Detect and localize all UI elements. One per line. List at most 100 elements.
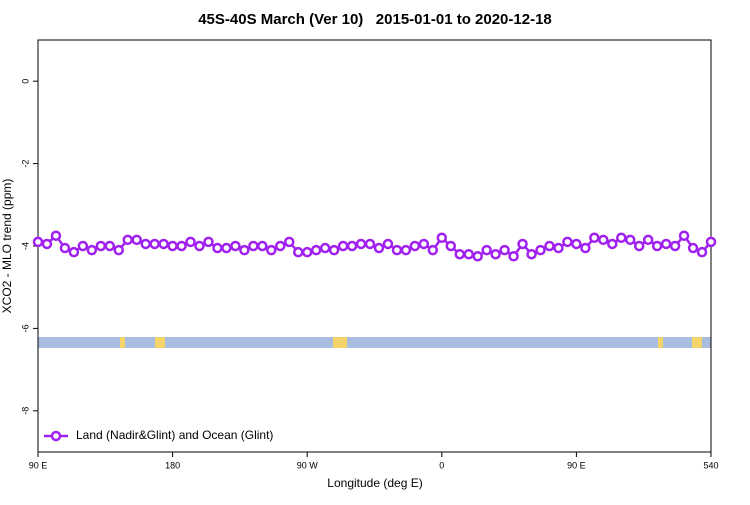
data-point <box>472 251 483 262</box>
data-point <box>382 238 394 250</box>
data-point <box>239 244 250 256</box>
legend-marker <box>50 430 62 442</box>
data-point <box>651 240 663 252</box>
data-point <box>131 234 142 246</box>
y-tick-label: -8 <box>20 407 30 415</box>
data-point <box>292 246 304 258</box>
land-patch <box>120 337 125 348</box>
data-point <box>463 248 474 260</box>
data-point <box>328 244 340 256</box>
data-point <box>553 242 564 254</box>
data-point <box>140 238 151 250</box>
x-tick-label: 540 <box>703 460 718 470</box>
data-point <box>642 234 654 246</box>
y-axis-label: XCO2 - MLO trend (ppm) <box>0 179 14 314</box>
data-point <box>266 244 277 256</box>
data-point <box>705 236 717 248</box>
data-point <box>526 248 537 260</box>
data-point <box>95 240 107 252</box>
data-point <box>185 236 196 248</box>
data-point <box>687 242 699 254</box>
data-point <box>68 246 80 258</box>
data-point <box>194 240 205 252</box>
data-point <box>616 232 627 244</box>
data-point <box>212 242 223 254</box>
data-point <box>104 240 116 252</box>
data-point <box>203 236 214 248</box>
data-point <box>149 238 160 250</box>
data-point <box>571 238 582 250</box>
data-point <box>373 242 385 254</box>
data-point <box>580 242 591 254</box>
data-point <box>122 234 133 246</box>
data-point <box>445 240 457 252</box>
data-point <box>589 232 600 244</box>
data-point <box>50 230 62 241</box>
data-point <box>319 242 331 254</box>
data-point <box>454 248 465 260</box>
data-point <box>275 240 286 252</box>
land-patch <box>333 337 347 348</box>
ocean-strip <box>38 337 711 348</box>
data-point <box>490 248 501 260</box>
data-point <box>544 240 555 252</box>
data-point <box>32 236 44 248</box>
data-point <box>221 242 232 254</box>
data-point <box>517 238 528 250</box>
data-point <box>508 251 519 262</box>
data-point <box>310 244 322 256</box>
data-point <box>669 240 681 252</box>
data-point <box>248 240 259 252</box>
data-point <box>624 234 636 246</box>
data-point <box>436 232 448 244</box>
data-point <box>562 236 573 248</box>
y-tick-label: -2 <box>20 160 30 168</box>
data-point <box>230 240 241 252</box>
data-point <box>499 244 510 256</box>
data-point <box>346 240 358 252</box>
land-patch <box>155 337 165 348</box>
y-tick-label: 0 <box>20 79 30 84</box>
x-axis-label: Longitude (deg E) <box>327 476 422 490</box>
land-patch <box>692 337 702 348</box>
x-tick-label: 90 E <box>567 460 586 470</box>
x-tick-label: 0 <box>439 460 444 470</box>
data-point <box>427 244 439 256</box>
legend-label: Land (Nadir&Glint) and Ocean (Glint) <box>76 428 273 442</box>
data-point <box>158 238 169 250</box>
data-point <box>301 246 313 258</box>
data-point <box>86 244 98 256</box>
data-point <box>409 240 421 252</box>
data-point <box>257 240 268 252</box>
data-point <box>176 240 187 252</box>
data-point <box>113 244 125 256</box>
data-point <box>284 236 295 248</box>
x-tick-label: 180 <box>165 460 180 470</box>
land-patch <box>658 337 663 348</box>
data-point <box>400 244 412 256</box>
data-point <box>391 244 403 256</box>
data-point <box>633 240 645 252</box>
data-point <box>364 238 376 250</box>
data-point <box>481 244 492 256</box>
data-point <box>607 238 618 250</box>
data-point <box>418 238 430 250</box>
chart-title: 45S-40S March (Ver 10) 2015-01-01 to 202… <box>198 11 552 28</box>
data-point <box>696 246 708 258</box>
data-point <box>535 244 546 256</box>
x-tick-label: 90 E <box>29 460 48 470</box>
x-tick-label: 90 W <box>297 460 319 470</box>
y-tick-label: -6 <box>20 324 30 332</box>
data-point <box>167 240 178 252</box>
data-point <box>77 240 89 252</box>
y-tick-label: -4 <box>20 242 30 250</box>
data-point <box>660 238 672 250</box>
data-point <box>355 238 367 250</box>
data-point <box>337 240 349 252</box>
data-point <box>41 238 53 250</box>
data-point <box>59 242 71 254</box>
data-point <box>598 234 609 246</box>
data-point <box>678 230 690 241</box>
